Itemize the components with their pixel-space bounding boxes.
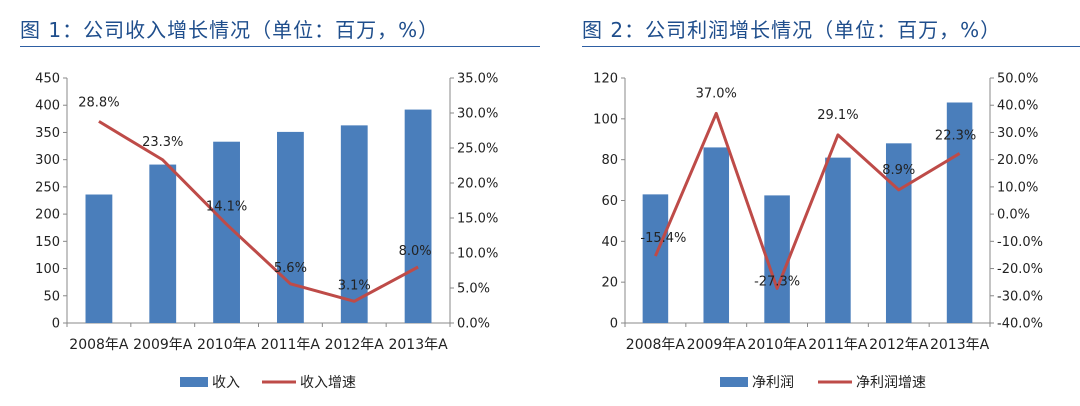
right-tick-label: 10.0%	[457, 247, 498, 262]
data-label: 22.3%	[935, 128, 976, 143]
left-tick-label: 120	[593, 72, 618, 87]
bar	[703, 147, 730, 323]
right-tick-label: 40.0%	[997, 99, 1038, 114]
left-tick-label: 300	[35, 153, 60, 168]
bar	[85, 194, 113, 323]
data-label: 14.1%	[206, 199, 247, 214]
left-tick-label: 400	[35, 99, 60, 114]
bar	[825, 157, 851, 323]
right-tick-label: 0.0%	[457, 317, 490, 332]
left-tick-label: 150	[35, 235, 60, 250]
left-tick-label: 350	[35, 126, 60, 141]
right-tick-label: 5.0%	[457, 282, 490, 297]
legend-bar-swatch	[180, 377, 208, 387]
bar	[764, 195, 790, 323]
profit-chart-panel: 图 2：公司利润增长情况（单位：百万，%） 120 100 80 60 40 20 0 50.…	[540, 0, 1080, 406]
bar	[642, 194, 669, 323]
right-tick-label: 30.0%	[997, 126, 1038, 141]
data-label: -15.4%	[640, 231, 686, 246]
x-tick-label: 2013年A	[930, 337, 990, 353]
data-label: 37.0%	[696, 86, 737, 101]
data-label: 23.3%	[142, 135, 183, 150]
bar	[885, 143, 912, 323]
x-tick-label: 2012年A	[325, 337, 385, 353]
left-tick-label: 250	[35, 180, 60, 195]
bar	[149, 164, 177, 323]
x-tick-label: 2009年A	[133, 337, 193, 353]
left-tick-label: 50	[43, 289, 60, 304]
bar	[340, 125, 368, 323]
x-tick-label: 2008年A	[69, 337, 129, 353]
legend-line-label: 净利润增速	[856, 375, 926, 391]
data-label: 8.9%	[882, 163, 915, 178]
right-tick-label: 20.0%	[457, 177, 498, 192]
left-tick-label: 100	[35, 262, 60, 277]
left-tick-label: 200	[35, 208, 60, 223]
revenue-chart: 450 400 350 300 250 200 150 100 50 0 35.0% 30.0% 25.…	[35, 72, 498, 392]
right-tick-label: 25.0%	[457, 142, 498, 157]
x-tick-label: 2013年A	[388, 337, 448, 353]
x-tick-label: 2010年A	[747, 337, 807, 353]
growth-line	[98, 120, 419, 303]
x-tick-label: 2011年A	[808, 337, 868, 353]
left-tick-label: 40	[601, 235, 618, 250]
left-tick-label: 0	[52, 317, 60, 332]
right-tick-label: 10.0%	[997, 180, 1038, 195]
x-tick-label: 2009年A	[687, 337, 747, 353]
left-tick-label: 80	[601, 153, 618, 168]
right-tick-label: 0.0%	[997, 208, 1030, 223]
data-label: -27.3%	[754, 274, 800, 289]
legend-bar-label: 收入	[212, 375, 240, 391]
right-tick-label: -30.0%	[997, 289, 1043, 304]
title-rule	[20, 46, 540, 47]
revenue-chart-panel: 图 1：公司收入增长情况（单位：百万，%） 450 400 350 300 250 200…	[20, 18, 540, 392]
left-tick-label: 0	[610, 317, 618, 332]
right-tick-label: -20.0%	[997, 262, 1043, 277]
right-tick-label: 35.0%	[457, 72, 498, 87]
data-label: 5.6%	[274, 261, 307, 276]
right-tick-label: 30.0%	[457, 107, 498, 122]
left-tick-label: 20	[601, 276, 618, 291]
x-tick-label: 2008年A	[626, 337, 686, 353]
right-tick-label: 15.0%	[457, 212, 498, 227]
bar	[277, 131, 304, 323]
left-tick-label: 450	[35, 72, 60, 87]
x-tick-label: 2011年A	[261, 337, 321, 353]
legend-bar-swatch	[720, 377, 748, 387]
right-tick-label: -40.0%	[997, 317, 1043, 332]
left-tick-label: 60	[601, 194, 618, 209]
bar	[946, 102, 973, 323]
legend-bar-label: 净利润	[752, 375, 794, 391]
data-label: 29.1%	[817, 108, 858, 123]
data-label: 28.8%	[78, 95, 119, 110]
bar	[404, 109, 432, 323]
left-tick-label: 100	[593, 112, 618, 127]
x-tick-label: 2012年A	[869, 337, 929, 353]
chart-title: 图 2：公司利润增长情况（单位：百万，%）	[582, 18, 1002, 42]
profit-chart: 120 100 80 60 40 20 0 50.0% 40.0% 30.0% 20.0% 10.0%…	[593, 72, 1043, 392]
right-tick-label: -10.0%	[997, 235, 1043, 250]
title-rule	[582, 46, 1080, 47]
growth-line	[654, 111, 961, 290]
chart-title: 图 1：公司收入增长情况（单位：百万，%）	[20, 18, 440, 42]
legend-line-label: 收入增速	[300, 375, 356, 391]
data-label: 8.0%	[399, 244, 432, 259]
x-tick-label: 2010年A	[197, 337, 257, 353]
right-tick-label: 50.0%	[997, 72, 1038, 87]
data-label: 3.1%	[338, 278, 371, 293]
right-tick-label: 20.0%	[997, 153, 1038, 168]
